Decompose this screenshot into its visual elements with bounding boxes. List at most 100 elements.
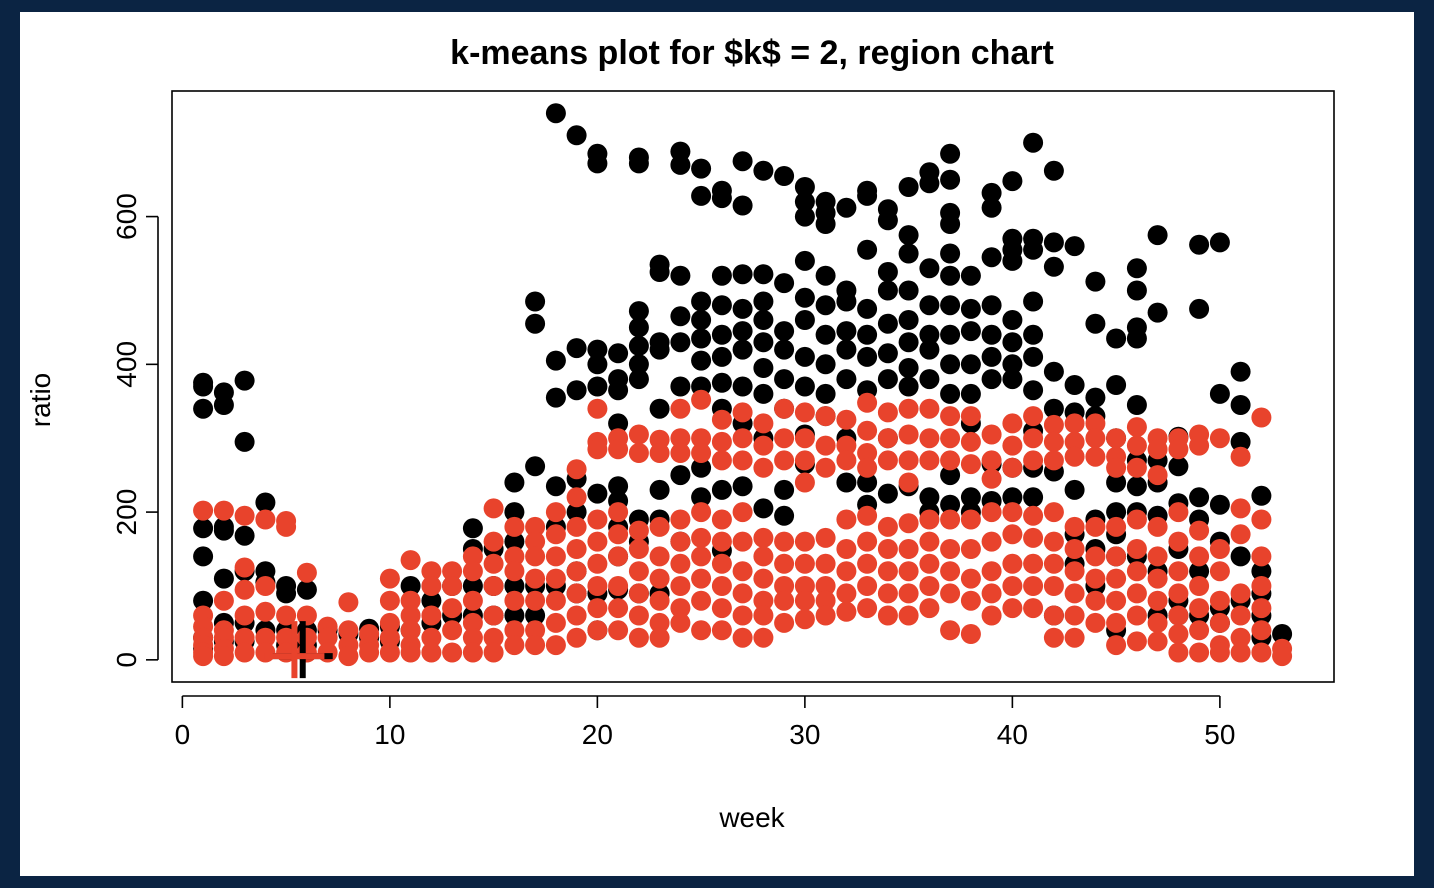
data-point-cluster-2	[1023, 428, 1044, 449]
data-point-cluster-2	[940, 509, 961, 530]
data-point-cluster-1	[1023, 346, 1044, 367]
y-tick-label: 200	[111, 489, 142, 536]
data-point-cluster-2	[774, 590, 795, 611]
data-point-cluster-1	[1251, 485, 1272, 506]
data-point-cluster-2	[691, 620, 712, 641]
data-point-cluster-1	[1023, 291, 1044, 312]
data-point-cluster-2	[732, 402, 753, 423]
data-point-cluster-1	[857, 324, 878, 345]
data-point-cluster-2	[317, 642, 338, 663]
data-point-cluster-1	[732, 264, 753, 285]
data-point-cluster-2	[276, 516, 297, 537]
data-point-cluster-2	[1064, 583, 1085, 604]
data-point-cluster-1	[193, 546, 214, 567]
data-point-cluster-1	[1189, 234, 1210, 255]
data-point-cluster-2	[960, 539, 981, 559]
data-point-cluster-1	[1189, 298, 1210, 319]
data-point-cluster-2	[1230, 642, 1251, 663]
data-point-cluster-1	[213, 568, 234, 589]
data-point-cluster-1	[1189, 487, 1210, 508]
data-point-cluster-2	[691, 590, 712, 611]
data-point-cluster-2	[608, 576, 629, 596]
data-point-cluster-2	[815, 406, 836, 427]
data-point-cluster-1	[1043, 256, 1064, 277]
data-point-cluster-2	[1043, 502, 1064, 523]
data-point-cluster-2	[1043, 605, 1064, 626]
data-point-cluster-1	[691, 185, 712, 206]
data-point-cluster-2	[462, 590, 483, 611]
data-point-cluster-2	[628, 539, 649, 559]
data-point-cluster-2	[338, 620, 359, 641]
data-point-cluster-1	[815, 383, 836, 404]
data-point-cluster-2	[1023, 406, 1044, 427]
data-point-cluster-1	[960, 383, 981, 404]
data-point-cluster-2	[1106, 568, 1127, 589]
data-point-cluster-1	[193, 398, 214, 419]
data-point-cluster-2	[442, 576, 463, 596]
data-point-cluster-2	[1168, 624, 1189, 644]
data-point-cluster-1	[504, 605, 525, 626]
data-point-cluster-2	[1230, 524, 1251, 545]
centroid-layer	[264, 621, 333, 679]
data-point-cluster-2	[857, 531, 878, 552]
data-point-cluster-1	[1002, 332, 1023, 353]
data-point-cluster-2	[836, 583, 857, 604]
data-point-cluster-2	[1126, 457, 1147, 478]
data-point-cluster-1	[815, 265, 836, 286]
data-point-cluster-2	[442, 642, 463, 663]
data-point-cluster-2	[193, 646, 214, 667]
data-point-cluster-2	[483, 576, 504, 596]
points-layer	[193, 103, 1293, 667]
data-point-cluster-1	[1023, 132, 1044, 153]
data-point-cluster-1	[711, 346, 732, 367]
data-point-cluster-1	[794, 250, 815, 271]
data-point-cluster-2	[255, 642, 276, 663]
data-point-cluster-2	[670, 443, 691, 463]
data-point-cluster-2	[919, 576, 940, 596]
data-point-cluster-1	[400, 576, 421, 596]
data-point-cluster-1	[276, 583, 297, 604]
data-point-cluster-2	[1002, 598, 1023, 619]
data-point-cluster-2	[649, 546, 670, 567]
data-point-cluster-1	[898, 358, 919, 378]
data-point-cluster-2	[753, 413, 774, 434]
data-point-cluster-1	[1085, 271, 1106, 292]
data-point-cluster-1	[815, 354, 836, 375]
data-point-cluster-2	[213, 500, 234, 521]
data-point-cluster-2	[670, 598, 691, 619]
data-point-cluster-2	[234, 557, 255, 578]
data-point-cluster-1	[940, 383, 961, 404]
data-point-cluster-2	[1043, 431, 1064, 452]
data-point-cluster-2	[213, 646, 234, 667]
data-point-cluster-2	[753, 590, 774, 611]
data-point-cluster-1	[670, 154, 691, 175]
data-point-cluster-2	[670, 531, 691, 552]
data-point-cluster-2	[608, 598, 629, 619]
data-point-cluster-2	[400, 605, 421, 626]
data-point-cluster-2	[566, 627, 587, 648]
data-point-cluster-1	[753, 160, 774, 181]
data-point-cluster-2	[504, 516, 525, 537]
data-point-cluster-1	[649, 479, 670, 500]
data-point-cluster-1	[794, 177, 815, 197]
data-point-cluster-1	[960, 321, 981, 342]
data-point-cluster-2	[483, 627, 504, 648]
data-point-cluster-2	[1230, 446, 1251, 467]
data-point-cluster-2	[255, 601, 276, 622]
data-point-cluster-1	[981, 197, 1002, 218]
data-point-cluster-2	[1106, 635, 1127, 656]
data-point-cluster-2	[628, 627, 649, 648]
data-point-cluster-2	[1085, 413, 1106, 434]
data-point-cluster-2	[462, 627, 483, 648]
data-point-cluster-2	[794, 428, 815, 449]
data-point-cluster-2	[774, 398, 795, 419]
data-point-cluster-2	[898, 450, 919, 471]
data-point-cluster-2	[960, 624, 981, 644]
data-point-cluster-2	[649, 612, 670, 633]
data-point-cluster-2	[338, 646, 359, 667]
data-point-cluster-2	[732, 627, 753, 648]
data-point-cluster-2	[1251, 509, 1272, 530]
y-tick-label: 0	[111, 652, 142, 668]
data-point-cluster-2	[1168, 583, 1189, 604]
data-point-cluster-2	[919, 428, 940, 449]
